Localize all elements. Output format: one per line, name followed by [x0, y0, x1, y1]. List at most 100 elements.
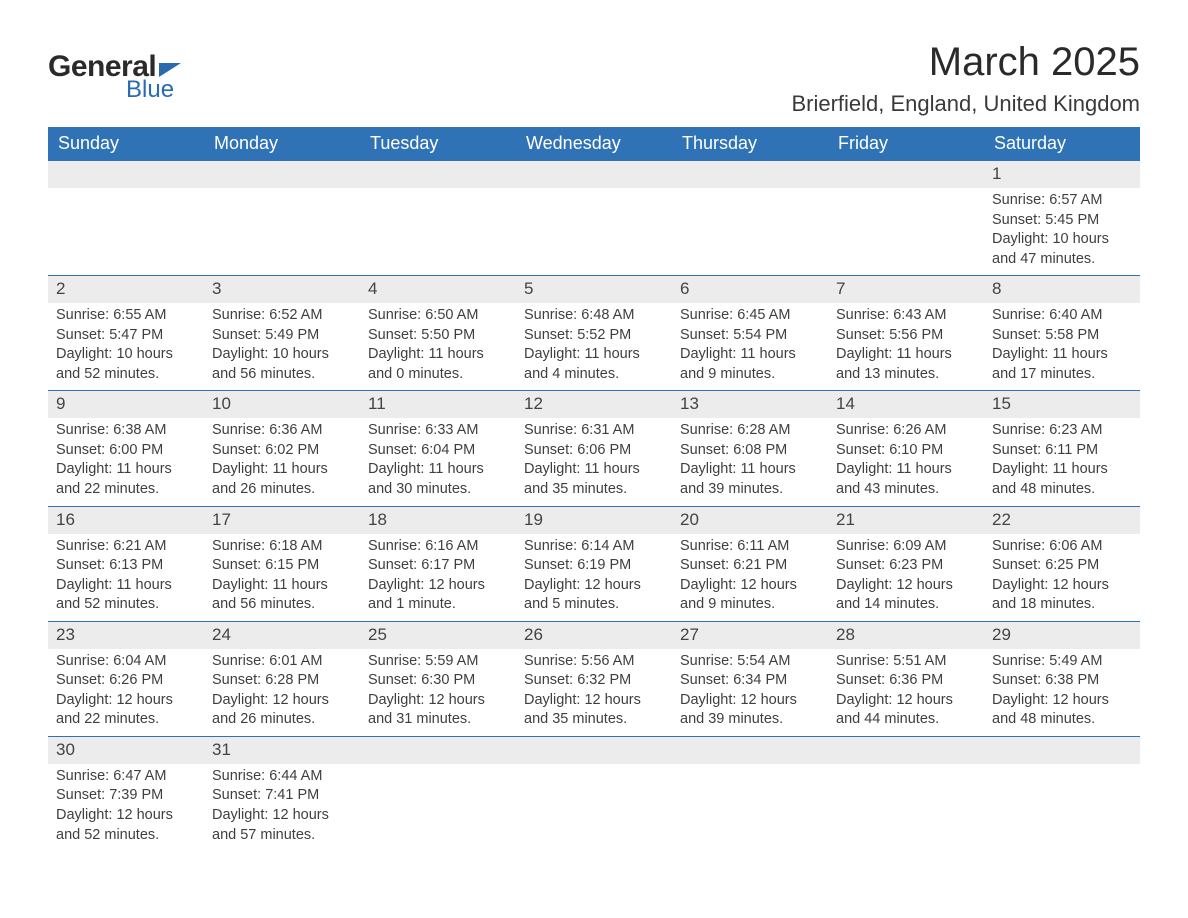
day-detail-cell: Sunrise: 6:01 AMSunset: 6:28 PMDaylight:…: [204, 649, 360, 737]
day-sunset: Sunset: 6:11 PM: [992, 441, 1132, 461]
day-number-cell: [360, 161, 516, 188]
day-number-cell: 19: [516, 506, 672, 533]
day-detail-cell: Sunrise: 6:21 AMSunset: 6:13 PMDaylight:…: [48, 534, 204, 622]
day-detail-cell: [516, 188, 672, 276]
day-number-cell: 14: [828, 391, 984, 418]
day-detail-cell: [828, 188, 984, 276]
day-daylight: Daylight: 11 hours and 22 minutes.: [56, 460, 196, 499]
day-sunset: Sunset: 6:30 PM: [368, 671, 508, 691]
day-sunset: Sunset: 6:25 PM: [992, 556, 1132, 576]
day-sunrise: Sunrise: 6:48 AM: [524, 306, 664, 326]
day-sunrise: Sunrise: 6:55 AM: [56, 306, 196, 326]
day-sunrise: Sunrise: 6:28 AM: [680, 421, 820, 441]
day-sunrise: Sunrise: 6:11 AM: [680, 537, 820, 557]
day-header: Wednesday: [516, 127, 672, 161]
day-detail-cell: [516, 764, 672, 851]
day-detail-cell: Sunrise: 6:40 AMSunset: 5:58 PMDaylight:…: [984, 303, 1140, 391]
day-number-cell: 24: [204, 621, 360, 648]
day-detail-cell: [360, 188, 516, 276]
day-sunrise: Sunrise: 6:04 AM: [56, 652, 196, 672]
header-block: General Blue March 2025 Brierfield, Engl…: [48, 40, 1140, 117]
day-number-cell: [828, 736, 984, 763]
calendar-header-row: SundayMondayTuesdayWednesdayThursdayFrid…: [48, 127, 1140, 161]
day-header: Sunday: [48, 127, 204, 161]
day-number-cell: 21: [828, 506, 984, 533]
day-number-cell: 27: [672, 621, 828, 648]
day-sunset: Sunset: 6:02 PM: [212, 441, 352, 461]
day-sunset: Sunset: 7:41 PM: [212, 786, 352, 806]
day-sunrise: Sunrise: 6:16 AM: [368, 537, 508, 557]
location-text: Brierfield, England, United Kingdom: [791, 91, 1140, 117]
day-sunset: Sunset: 6:34 PM: [680, 671, 820, 691]
day-detail-cell: [672, 188, 828, 276]
week-daynum-row: 16171819202122: [48, 506, 1140, 533]
day-sunrise: Sunrise: 6:09 AM: [836, 537, 976, 557]
day-detail-cell: Sunrise: 6:38 AMSunset: 6:00 PMDaylight:…: [48, 418, 204, 506]
day-number-cell: [984, 736, 1140, 763]
day-number-cell: 13: [672, 391, 828, 418]
day-daylight: Daylight: 11 hours and 0 minutes.: [368, 345, 508, 384]
calendar-table: SundayMondayTuesdayWednesdayThursdayFrid…: [48, 127, 1140, 851]
day-number-cell: [672, 736, 828, 763]
day-number-cell: 10: [204, 391, 360, 418]
day-detail-cell: Sunrise: 6:36 AMSunset: 6:02 PMDaylight:…: [204, 418, 360, 506]
day-header: Tuesday: [360, 127, 516, 161]
day-sunrise: Sunrise: 6:01 AM: [212, 652, 352, 672]
week-detail-row: Sunrise: 6:57 AMSunset: 5:45 PMDaylight:…: [48, 188, 1140, 276]
day-number-cell: [516, 736, 672, 763]
day-sunset: Sunset: 6:15 PM: [212, 556, 352, 576]
day-number-cell: 16: [48, 506, 204, 533]
day-detail-cell: Sunrise: 6:31 AMSunset: 6:06 PMDaylight:…: [516, 418, 672, 506]
day-sunrise: Sunrise: 5:54 AM: [680, 652, 820, 672]
day-sunrise: Sunrise: 6:52 AM: [212, 306, 352, 326]
day-sunrise: Sunrise: 6:33 AM: [368, 421, 508, 441]
day-sunrise: Sunrise: 6:40 AM: [992, 306, 1132, 326]
day-daylight: Daylight: 11 hours and 43 minutes.: [836, 460, 976, 499]
day-number-cell: 2: [48, 276, 204, 303]
day-daylight: Daylight: 12 hours and 57 minutes.: [212, 806, 352, 845]
day-sunrise: Sunrise: 6:57 AM: [992, 191, 1132, 211]
day-sunset: Sunset: 5:58 PM: [992, 326, 1132, 346]
day-sunset: Sunset: 5:52 PM: [524, 326, 664, 346]
day-detail-cell: Sunrise: 6:50 AMSunset: 5:50 PMDaylight:…: [360, 303, 516, 391]
day-detail-cell: [48, 188, 204, 276]
day-daylight: Daylight: 10 hours and 56 minutes.: [212, 345, 352, 384]
day-sunrise: Sunrise: 6:23 AM: [992, 421, 1132, 441]
day-daylight: Daylight: 12 hours and 9 minutes.: [680, 576, 820, 615]
day-detail-cell: Sunrise: 6:48 AMSunset: 5:52 PMDaylight:…: [516, 303, 672, 391]
day-daylight: Daylight: 12 hours and 44 minutes.: [836, 691, 976, 730]
day-sunrise: Sunrise: 6:47 AM: [56, 767, 196, 787]
day-detail-cell: Sunrise: 5:59 AMSunset: 6:30 PMDaylight:…: [360, 649, 516, 737]
day-sunset: Sunset: 5:45 PM: [992, 211, 1132, 231]
day-sunset: Sunset: 7:39 PM: [56, 786, 196, 806]
day-number-cell: [360, 736, 516, 763]
day-sunset: Sunset: 6:21 PM: [680, 556, 820, 576]
day-sunrise: Sunrise: 6:50 AM: [368, 306, 508, 326]
day-header: Monday: [204, 127, 360, 161]
day-header: Friday: [828, 127, 984, 161]
day-detail-cell: [672, 764, 828, 851]
day-sunset: Sunset: 6:17 PM: [368, 556, 508, 576]
day-detail-cell: Sunrise: 6:57 AMSunset: 5:45 PMDaylight:…: [984, 188, 1140, 276]
day-sunrise: Sunrise: 6:21 AM: [56, 537, 196, 557]
day-sunrise: Sunrise: 6:14 AM: [524, 537, 664, 557]
day-daylight: Daylight: 10 hours and 47 minutes.: [992, 230, 1132, 269]
day-header: Thursday: [672, 127, 828, 161]
day-sunrise: Sunrise: 5:59 AM: [368, 652, 508, 672]
week-detail-row: Sunrise: 6:55 AMSunset: 5:47 PMDaylight:…: [48, 303, 1140, 391]
day-detail-cell: Sunrise: 6:16 AMSunset: 6:17 PMDaylight:…: [360, 534, 516, 622]
day-detail-cell: Sunrise: 5:56 AMSunset: 6:32 PMDaylight:…: [516, 649, 672, 737]
day-number-cell: 11: [360, 391, 516, 418]
day-detail-cell: Sunrise: 6:09 AMSunset: 6:23 PMDaylight:…: [828, 534, 984, 622]
day-sunset: Sunset: 5:50 PM: [368, 326, 508, 346]
day-detail-cell: Sunrise: 6:11 AMSunset: 6:21 PMDaylight:…: [672, 534, 828, 622]
day-sunrise: Sunrise: 6:43 AM: [836, 306, 976, 326]
day-number-cell: 17: [204, 506, 360, 533]
page-title: March 2025: [791, 40, 1140, 85]
day-daylight: Daylight: 12 hours and 5 minutes.: [524, 576, 664, 615]
day-detail-cell: Sunrise: 6:14 AMSunset: 6:19 PMDaylight:…: [516, 534, 672, 622]
day-number-cell: 29: [984, 621, 1140, 648]
day-detail-cell: Sunrise: 6:45 AMSunset: 5:54 PMDaylight:…: [672, 303, 828, 391]
day-detail-cell: Sunrise: 6:28 AMSunset: 6:08 PMDaylight:…: [672, 418, 828, 506]
day-sunset: Sunset: 6:00 PM: [56, 441, 196, 461]
